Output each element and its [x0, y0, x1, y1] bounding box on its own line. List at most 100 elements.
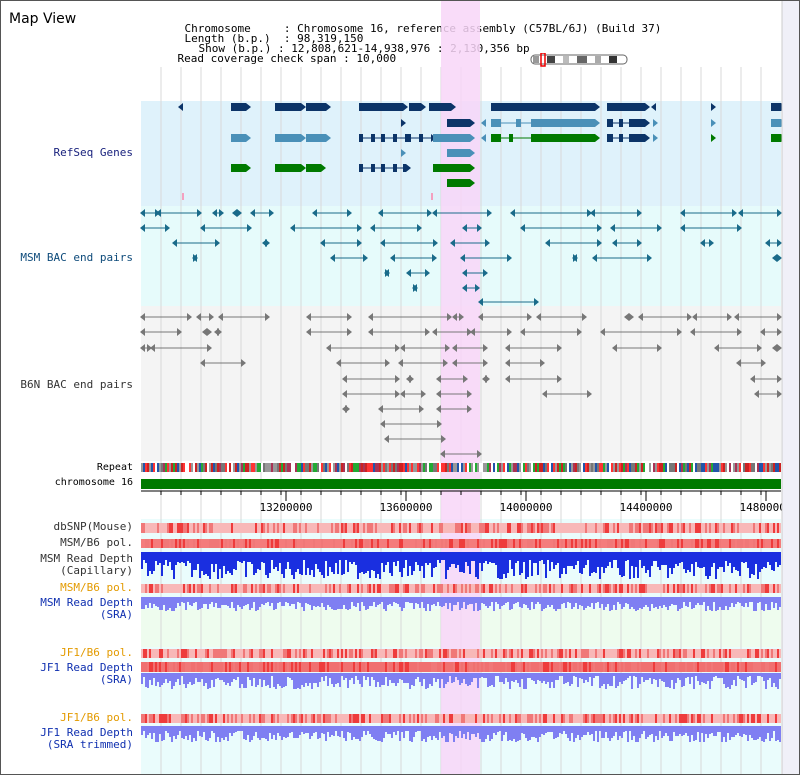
polymorphism-bin [281, 714, 283, 723]
polymorphism-bin [405, 662, 407, 672]
polymorphism-bin [165, 539, 167, 548]
read-depth-bin [763, 731, 765, 742]
polymorphism-bin [323, 584, 325, 593]
polymorphism-bin [573, 539, 575, 548]
polymorphism-bin [529, 584, 531, 593]
chromosome-ideogram[interactable] [529, 53, 631, 67]
chromosome-value: Chromosome 16, reference assembly (C57BL… [297, 22, 662, 35]
polymorphism-bin [433, 584, 435, 593]
polymorphism-bin [205, 649, 207, 658]
polymorphism-bin [771, 649, 773, 658]
polymorphism-bin [639, 649, 641, 658]
polymorphism-bin [667, 649, 669, 658]
read-depth-bin [519, 560, 521, 575]
polymorphism-bin [741, 714, 743, 723]
polymorphism-bin [433, 539, 435, 548]
read-depth-bin [449, 560, 451, 567]
polymorphism-bin [143, 714, 145, 723]
polymorphism-bin [291, 714, 293, 723]
polymorphism-bin [745, 539, 747, 548]
polymorphism-bin [285, 539, 287, 548]
repeat-element [165, 463, 167, 472]
polymorphism-bin [229, 649, 231, 658]
read-depth-bin [167, 676, 169, 683]
polymorphism-bin [305, 523, 307, 533]
repeat-element [385, 463, 387, 472]
read-depth-bin [263, 731, 265, 738]
read-depth-bin [217, 676, 219, 678]
polymorphism-bin [707, 584, 709, 593]
polymorphism-bin [471, 539, 473, 548]
read-depth-bin [613, 602, 615, 605]
repeat-element [147, 463, 149, 472]
read-depth-bin [719, 602, 721, 607]
polymorphism-bin [301, 649, 303, 658]
read-depth-bin [561, 731, 563, 734]
polymorphism-bin [481, 523, 483, 533]
read-depth-bin [531, 731, 533, 737]
polymorphism-bin [209, 539, 211, 548]
polymorphism-bin [523, 714, 525, 723]
polymorphism-bin [647, 584, 649, 593]
polymorphism-bin [755, 714, 757, 723]
polymorphism-bin [633, 584, 635, 593]
repeat-element [587, 463, 589, 472]
polymorphism-bin [617, 523, 619, 533]
polymorphism-bin [687, 539, 689, 548]
read-depth-bin [715, 731, 717, 736]
read-depth-bin [459, 560, 461, 572]
scrollbar-track [782, 1, 799, 774]
polymorphism-bin [563, 649, 565, 658]
read-depth-bin [605, 676, 607, 689]
gene-k-strand-arrow [595, 119, 600, 127]
repeat-element [559, 463, 561, 472]
read-depth-bin [397, 560, 399, 561]
polymorphism-bin [431, 662, 433, 672]
polymorphism-bin [409, 662, 411, 672]
read-depth-bin [329, 676, 331, 678]
polymorphism-bin [149, 714, 151, 723]
read-depth-bin [425, 602, 427, 611]
polymorphism-bin [191, 523, 193, 533]
polymorphism-bin [615, 539, 617, 548]
read-depth-bin [369, 602, 371, 606]
read-depth-bin [697, 676, 699, 681]
read-depth-bin [159, 731, 161, 734]
polymorphism-bin [457, 649, 459, 658]
polymorphism-bin [613, 714, 615, 723]
repeat-element [573, 463, 575, 472]
polymorphism-bin [565, 662, 567, 672]
read-depth-bin [427, 560, 429, 565]
polymorphism-bin [201, 649, 203, 658]
read-depth-bin [185, 731, 187, 736]
polymorphism-bin [677, 714, 679, 723]
repeat-element [481, 463, 483, 472]
repeat-element [753, 463, 755, 472]
polymorphism-bin [495, 539, 497, 548]
read-depth-bin [503, 676, 505, 684]
read-depth-bin [477, 560, 479, 579]
gene-o-strand-arrow [301, 134, 306, 142]
read-depth-bin [359, 602, 361, 611]
read-depth-bin [303, 676, 305, 687]
polymorphism-bin [733, 523, 735, 533]
read-depth-bin [737, 731, 739, 733]
read-depth-bin [775, 602, 777, 603]
b6n-bac-pair-end [657, 344, 662, 352]
polymorphism-bin [537, 649, 539, 658]
polymorphism-bin [153, 649, 155, 658]
polymorphism-bin [217, 714, 219, 723]
read-depth-bin [675, 676, 677, 683]
gene-s-exon [509, 134, 513, 142]
polymorphism-bin [607, 714, 609, 723]
polymorphism-bin [491, 649, 493, 658]
polymorphism-bin [697, 714, 699, 723]
read-depth-bin [507, 676, 509, 682]
read-depth-bin [205, 676, 207, 683]
polymorphism-bin [535, 662, 537, 672]
read-depth-bin [551, 602, 553, 605]
polymorphism-bin [611, 662, 613, 672]
polymorphism-bin [335, 714, 337, 723]
polymorphism-bin [413, 649, 415, 658]
